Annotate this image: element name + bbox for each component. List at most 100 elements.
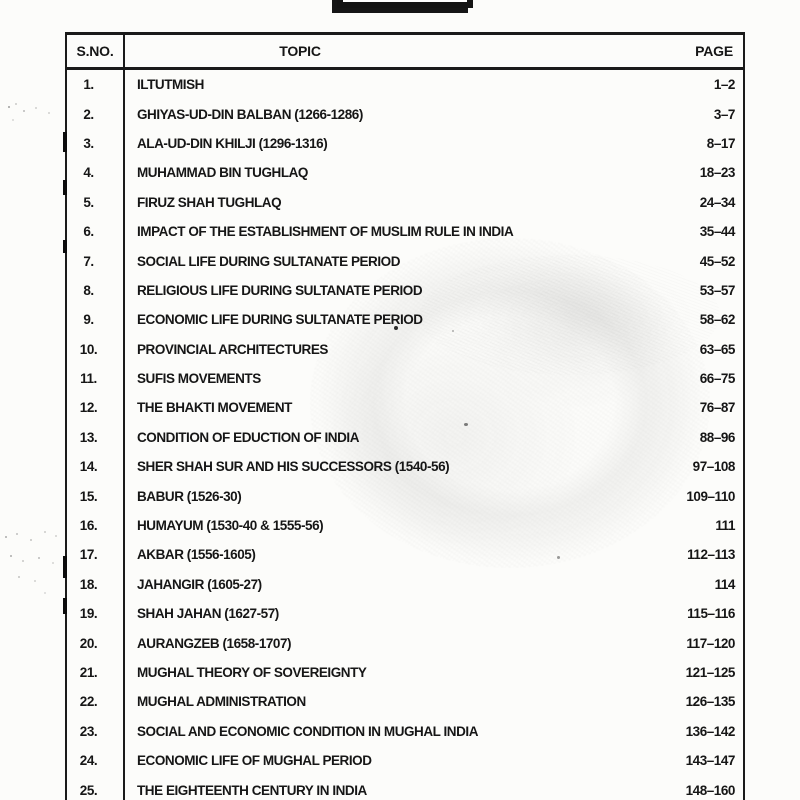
table-row: 17. AKBAR (1556-1605) 112–113 <box>67 540 743 570</box>
row-serial-number: 2. <box>67 99 125 129</box>
row-page-range: 1–2 <box>713 77 736 93</box>
table-row: 2. GHIYAS-UD-DIN BALBAN (1266-1286) 3–7 <box>67 99 743 129</box>
row-topic: MUHAMMAD BIN TUGHLAQ <box>137 165 308 181</box>
border-ink-blob <box>63 556 67 578</box>
row-topic: THE EIGHTEENTH CENTURY IN INDIA <box>137 782 367 798</box>
row-topic: AKBAR (1556-1605) <box>137 547 256 563</box>
header-topic: TOPIC <box>125 35 647 67</box>
row-page-range: 148–160 <box>685 782 736 798</box>
row-serial-number: 8. <box>67 275 125 306</box>
table-row: 20. AURANGZEB (1658-1707) 117–120 <box>67 628 743 658</box>
row-page-range: 111 <box>715 518 735 534</box>
row-topic: IMPACT OF THE ESTABLISHMENT OF MUSLIM RU… <box>137 224 514 240</box>
header-topic-label: TOPIC <box>279 43 321 59</box>
table-row: 3. ALA-UD-DIN KHILJI (1296-1316) 8–17 <box>67 128 743 159</box>
row-serial-number: 10. <box>67 334 125 364</box>
stray-ink-dot <box>464 423 468 426</box>
row-topic: ECONOMIC LIFE DURING SULTANATE PERIOD <box>137 312 423 328</box>
row-serial-number: 5. <box>67 187 125 217</box>
row-page-range: 24–34 <box>699 194 736 210</box>
row-topic: CONDITION OF EDUCTION OF INDIA <box>137 429 359 445</box>
row-serial-number: 15. <box>67 481 125 511</box>
row-serial-number: 11. <box>67 363 125 394</box>
row-serial-number: 24. <box>67 745 125 776</box>
row-topic: SOCIAL AND ECONOMIC CONDITION IN MUGHAL … <box>137 723 479 739</box>
stray-ink-dot <box>557 556 560 559</box>
row-page-range: 3–7 <box>713 106 736 122</box>
chapter-title-box <box>337 0 473 8</box>
row-page-range: 143–147 <box>685 753 736 769</box>
row-topic: GHIYAS-UD-DIN BALBAN (1266-1286) <box>137 106 363 122</box>
row-topic: RELIGIOUS LIFE DURING SULTANATE PERIOD <box>137 282 423 298</box>
row-serial-number: 14. <box>67 452 125 482</box>
row-page-range: 45–52 <box>699 253 736 269</box>
table-row: 8. RELIGIOUS LIFE DURING SULTANATE PERIO… <box>67 275 743 306</box>
table-row: 24. ECONOMIC LIFE OF MUGHAL PERIOD 143–1… <box>67 745 743 776</box>
scan-stain-artifact <box>310 238 710 568</box>
row-serial-number: 23. <box>67 716 125 746</box>
row-page-range: 112–113 <box>687 547 735 563</box>
row-page-range: 117–120 <box>686 635 735 651</box>
table-row: 21. MUGHAL THEORY OF SOVEREIGNTY 121–125 <box>67 657 743 688</box>
header-page: PAGE <box>647 35 743 67</box>
row-serial-number: 6. <box>67 216 125 247</box>
margin-pencil-specks <box>0 0 2 2</box>
row-topic: FIRUZ SHAH TUGHLAQ <box>137 194 282 210</box>
border-ink-blob <box>63 598 67 614</box>
table-row: 25. THE EIGHTEENTH CENTURY IN INDIA 148–… <box>67 775 743 800</box>
header-page-label: PAGE <box>695 43 733 59</box>
row-serial-number: 25. <box>67 775 125 800</box>
row-topic: SUFIS MOVEMENTS <box>137 371 261 387</box>
table-row: 10. PROVINCIAL ARCHITECTURES 63–65 <box>67 334 743 364</box>
row-serial-number: 12. <box>67 393 125 423</box>
row-serial-number: 19. <box>67 599 125 629</box>
table-header-row: S.NO. TOPIC PAGE <box>67 35 743 70</box>
table-row: 9. ECONOMIC LIFE DURING SULTANATE PERIOD… <box>67 305 743 335</box>
row-page-range: 66–75 <box>699 371 736 387</box>
contents-table: S.NO. TOPIC PAGE 1. ILTUTMISH 1–2 2. GHI… <box>65 32 745 800</box>
row-serial-number: 22. <box>67 687 125 717</box>
row-topic: SOCIAL LIFE DURING SULTANATE PERIOD <box>137 253 401 269</box>
border-ink-blob <box>63 132 67 152</box>
header-serial-number-label: S.NO. <box>76 43 114 59</box>
row-serial-number: 7. <box>67 246 125 276</box>
border-ink-blob <box>63 240 67 253</box>
row-page-range: 121–125 <box>685 665 736 680</box>
row-topic: ILTUTMISH <box>137 77 204 93</box>
scan-stain-artifact-secondary <box>420 255 720 375</box>
table-row: 22. MUGHAL ADMINISTRATION 126–135 <box>67 687 743 717</box>
row-topic: ALA-UD-DIN KHILJI (1296-1316) <box>137 135 328 151</box>
table-row: 12. THE BHAKTI MOVEMENT 76–87 <box>67 393 743 423</box>
table-row: 1. ILTUTMISH 1–2 <box>67 70 743 100</box>
row-page-range: 58–62 <box>699 312 736 328</box>
table-row: 16. HUMAYUM (1530-40 & 1555-56) 111 <box>67 510 743 541</box>
row-page-range: 109–110 <box>686 488 735 504</box>
row-serial-number: 9. <box>67 305 125 335</box>
table-row: 23. SOCIAL AND ECONOMIC CONDITION IN MUG… <box>67 716 743 746</box>
row-topic: SHAH JAHAN (1627-57) <box>137 606 279 622</box>
stray-ink-dot <box>452 330 454 332</box>
row-serial-number: 20. <box>67 628 125 658</box>
table-row: 13. CONDITION OF EDUCTION OF INDIA 88–96 <box>67 422 743 453</box>
row-page-range: 63–65 <box>699 341 736 357</box>
row-serial-number: 1. <box>67 70 125 100</box>
row-page-range: 114 <box>714 576 736 592</box>
row-page-range: 115–116 <box>687 606 735 622</box>
row-serial-number: 13. <box>67 422 125 453</box>
row-serial-number: 4. <box>67 158 125 188</box>
border-ink-blob <box>63 180 67 195</box>
row-page-range: 88–96 <box>699 429 736 445</box>
row-serial-number: 18. <box>67 569 125 600</box>
row-page-range: 76–87 <box>699 400 736 416</box>
row-serial-number: 16. <box>67 510 125 541</box>
row-topic: THE BHAKTI MOVEMENT <box>137 400 292 416</box>
row-topic: MUGHAL THEORY OF SOVEREIGNTY <box>137 665 367 680</box>
row-topic: HUMAYUM (1530-40 & 1555-56) <box>137 518 324 534</box>
stray-ink-dot <box>394 326 398 330</box>
row-topic: AURANGZEB (1658-1707) <box>137 635 292 651</box>
table-row: 6. IMPACT OF THE ESTABLISHMENT OF MUSLIM… <box>67 216 743 247</box>
table-body: 1. ILTUTMISH 1–2 2. GHIYAS-UD-DIN BALBAN… <box>67 70 743 800</box>
row-topic: MUGHAL ADMINISTRATION <box>137 694 306 710</box>
row-page-range: 35–44 <box>699 224 736 240</box>
